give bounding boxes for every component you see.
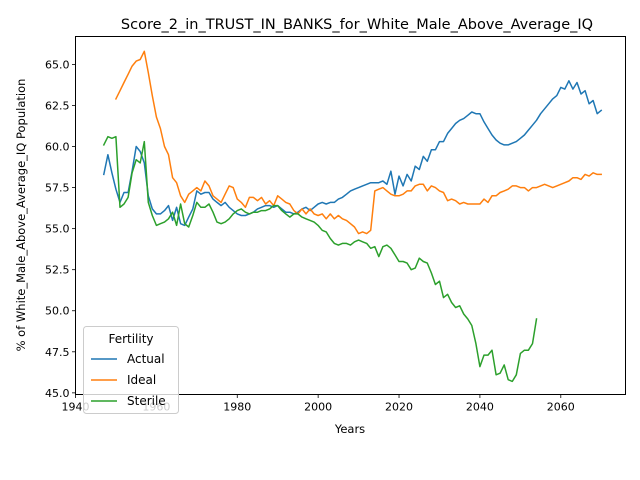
y-axis-ticks: 45.0 47.5 50.0 52.5 55.0 57.5 60.0 62.5 65.0	[45, 58, 76, 400]
series-line-ideal	[114, 50, 602, 235]
y-tick-label: 62.5	[45, 99, 70, 112]
chart-title: Score_2_in_TRUST_IN_BANKS_for_White_Male…	[121, 17, 593, 33]
plot-frame	[75, 36, 626, 395]
series-line-sterile	[102, 135, 538, 383]
legend-label-actual: Actual	[127, 352, 165, 366]
x-tick-label: 2020	[385, 401, 413, 414]
x-tick-label: 1940	[62, 401, 90, 414]
x-tick-label: 2060	[547, 401, 575, 414]
legend-label-sterile: Sterile	[127, 394, 166, 408]
x-axis-label: Years	[334, 422, 365, 436]
y-tick-label: 45.0	[45, 387, 70, 400]
y-tick-label: 50.0	[45, 305, 70, 318]
y-tick-label: 60.0	[45, 141, 70, 154]
y-tick-label: 55.0	[45, 223, 70, 236]
legend-title: Fertility	[108, 332, 153, 346]
y-tick-label: 52.5	[45, 264, 70, 277]
x-tick-label: 2040	[466, 401, 494, 414]
x-tick-label: 2000	[304, 401, 332, 414]
legend-box	[83, 326, 179, 414]
legend-entries: Actual Ideal Sterile	[91, 352, 166, 408]
plot-lines	[102, 50, 603, 383]
legend-label-ideal: Ideal	[127, 373, 156, 387]
series-line-actual	[102, 80, 603, 227]
y-axis-label: % of White_Male_Above_Average_IQ Populat…	[14, 79, 28, 352]
y-tick-label: 57.5	[45, 182, 70, 195]
legend: Fertility Actual Ideal Sterile	[83, 326, 179, 414]
y-tick-label: 47.5	[45, 346, 70, 359]
x-axis-ticks: 1940196019802000202020402060	[62, 394, 575, 414]
x-tick-label: 1980	[223, 401, 251, 414]
y-tick-label: 65.0	[45, 58, 70, 71]
